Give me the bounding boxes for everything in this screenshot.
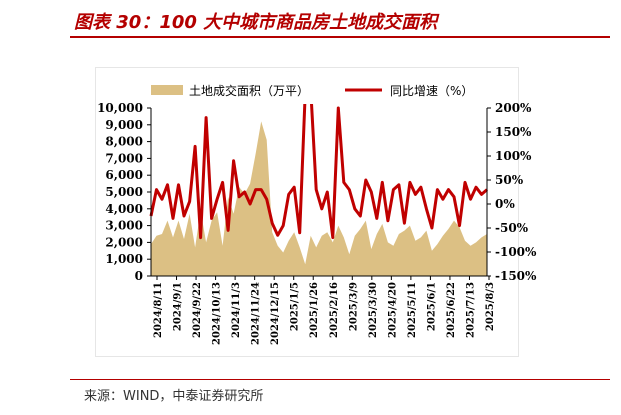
left-tick-label: 7,000 [105, 151, 143, 165]
right-tick-label: -50% [495, 221, 529, 235]
area-series-layer [151, 121, 487, 277]
left-tick-label: 3,000 [105, 219, 143, 233]
axes-layer: 0 1,000 2,000 3,000 4,000 5,000 6,000 7,000 8,00… [97, 101, 537, 345]
source-rule [70, 379, 610, 380]
right-tick-label: 100% [495, 149, 532, 163]
legend-label-area: 土地成交面积（万平） [189, 83, 309, 98]
left-tick-label: 2,000 [105, 235, 143, 249]
x-tick-label: 2025/1/26 [309, 282, 320, 338]
x-tick-label: 2024/9/1 [173, 282, 184, 331]
title-rule [70, 36, 610, 38]
left-tick-label: 5,000 [105, 185, 143, 199]
x-tick-label: 2025/1/5 [290, 282, 301, 331]
legend-swatch-area [151, 85, 183, 95]
legend-label-line: 同比增速（%） [390, 84, 473, 98]
x-tick-label: 2024/12/15 [270, 282, 281, 345]
right-tick-label: 50% [495, 173, 524, 187]
right-tick-label: 0% [495, 197, 515, 211]
left-tick-label: 1,000 [105, 252, 143, 266]
x-tick-label: 2025/3/9 [348, 282, 359, 331]
chart-frame [95, 67, 519, 357]
right-tick-label: 150% [495, 125, 532, 139]
left-tick-label: 0 [135, 269, 143, 283]
x-tick-label: 2024/8/11 [153, 282, 164, 338]
legend: 土地成交面积（万平） 同比增速（%） [151, 83, 473, 98]
x-tick-label: 2025/3/30 [368, 282, 379, 338]
line-series-path [149, 104, 488, 240]
right-tick-label: -150% [495, 269, 537, 283]
x-tick-label: 2024/11/3 [231, 282, 242, 338]
left-tick-label: 6,000 [105, 168, 143, 182]
line-series-layer [149, 104, 488, 240]
x-tick-label: 2024/10/13 [212, 282, 223, 345]
x-tick-label: 2025/2/16 [329, 282, 340, 338]
right-tick-label: -100% [495, 245, 537, 259]
x-tick-label: 2024/11/24 [251, 282, 262, 345]
x-tick-label: 2024/9/22 [192, 282, 203, 338]
x-tick-label: 2025/6/1 [426, 282, 437, 331]
x-tick-label: 2025/8/3 [485, 282, 496, 331]
left-tick-label: 9,000 [105, 118, 143, 132]
x-tick-label: 2025/6/22 [446, 282, 457, 338]
x-tick-label: 2025/4/20 [387, 282, 398, 338]
left-tick-label: 4,000 [105, 202, 143, 216]
x-tick-label: 2025/7/13 [465, 282, 476, 338]
left-tick-label: 8,000 [105, 135, 143, 149]
figure-title: 图表 30：100 大中城市商品房土地成交面积 [74, 12, 438, 33]
x-tick-label: 2025/5/11 [407, 282, 418, 338]
right-tick-label: 200% [495, 101, 532, 115]
combo-chart: 0 1,000 2,000 3,000 4,000 5,000 6,000 7,000 8,00… [97, 83, 537, 345]
left-tick-label: 10,000 [97, 101, 143, 115]
area-series-path [151, 121, 487, 277]
source-note: 来源：WIND，中泰证券研究所 [84, 389, 264, 404]
